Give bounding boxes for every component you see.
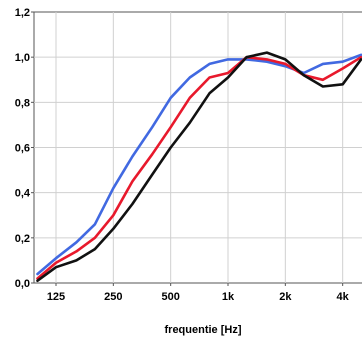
series-line-3 [36,51,362,283]
y-tick-label: 0,8 [15,97,30,109]
y-tick-label: 1,2 [15,7,30,19]
y-tick-label: 0,2 [15,233,30,245]
x-tick-label: 1k [222,291,235,303]
series-line-2 [36,55,362,280]
y-tick-label: 0,6 [15,143,30,155]
x-tick-label: 2k [279,291,292,303]
y-tick-label: 1,0 [15,52,30,64]
series-line-1 [36,53,362,276]
x-tick-label: 125 [47,291,65,303]
x-axis-title: frequentie [Hz] [165,324,242,336]
x-tick-label: 4k [337,291,350,303]
x-tick-label: 250 [104,291,122,303]
y-tick-label: 0,0 [15,278,30,290]
y-tick-label: 0,4 [15,188,31,200]
x-tick-label: 500 [161,291,179,303]
